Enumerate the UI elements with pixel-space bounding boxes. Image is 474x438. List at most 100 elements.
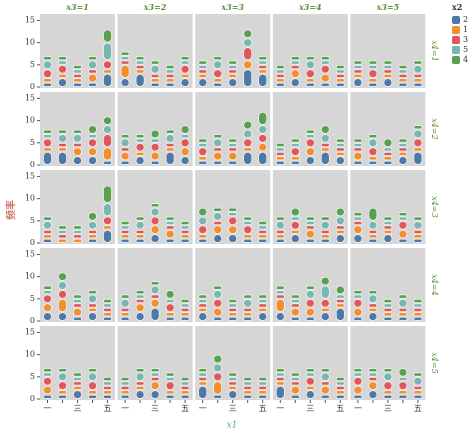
bar-segment: [43, 234, 52, 239]
bar-segment: [43, 147, 52, 152]
bar-segment: [398, 238, 408, 243]
bar-segment: [335, 225, 345, 230]
bar-segment: [335, 73, 345, 78]
bar-segment: [150, 377, 160, 381]
bar-segment: [243, 238, 252, 243]
bar-segment: [213, 138, 222, 147]
bar-segment: [150, 65, 160, 74]
bar-segment: [228, 307, 237, 312]
bar-segment: [368, 147, 378, 156]
bar-segment: [58, 272, 67, 281]
bar-segment: [180, 307, 190, 312]
bar-segment: [135, 381, 145, 386]
bar-segment: [58, 78, 67, 87]
bar-segment: [135, 56, 145, 61]
column-label: x3=4: [298, 2, 322, 12]
bar-segment: [150, 225, 160, 234]
bar-segment: [275, 73, 285, 78]
bar-segment: [88, 368, 97, 373]
bar-segment: [413, 299, 423, 303]
bar-segment: [305, 60, 315, 69]
bar-segment: [103, 385, 112, 390]
bar-segment: [243, 377, 252, 381]
bar-segment: [150, 234, 160, 243]
bar-segment: [88, 372, 97, 381]
bar-segment: [120, 316, 130, 321]
bar-segment: [180, 125, 190, 134]
bar-segment: [103, 229, 112, 243]
bar-segment: [58, 129, 67, 134]
bar-segment: [335, 147, 345, 152]
bar-segment: [383, 73, 393, 78]
bar-segment: [150, 78, 160, 83]
legend-swatch: [452, 36, 460, 44]
bar-segment: [353, 69, 363, 74]
bar-segment: [73, 390, 82, 399]
bar-segment: [213, 69, 222, 78]
bar-segment: [43, 134, 52, 139]
bar-segment: [243, 60, 252, 69]
y-tick-label: 10: [25, 350, 35, 359]
bar-segment: [275, 82, 285, 87]
bar-segment: [398, 294, 408, 299]
bar-segment: [135, 229, 145, 234]
bar-segment: [398, 368, 408, 377]
bar-segment: [43, 82, 52, 87]
bar-segment: [258, 234, 268, 239]
bar-segment: [353, 160, 363, 165]
bar-segment: [258, 125, 268, 134]
bar-segment: [320, 312, 330, 321]
x-tick-label: 五: [259, 404, 267, 413]
bar-segment: [305, 138, 315, 147]
bar-segment: [335, 207, 345, 217]
bar-segment: [103, 225, 112, 230]
bar-segment: [198, 160, 207, 165]
bar-segment: [120, 307, 130, 312]
bar-segment: [305, 129, 315, 134]
bar-segment: [368, 221, 378, 230]
bar-segment: [368, 372, 378, 377]
y-tick-label: 15: [25, 171, 35, 180]
bar-segment: [180, 234, 190, 239]
bar-segment: [368, 138, 378, 147]
bar-segment: [383, 303, 393, 308]
bar-segment: [198, 368, 207, 373]
bar-segment: [120, 134, 130, 139]
x-tick-label: 五: [336, 404, 344, 413]
bar-segment: [213, 394, 222, 399]
bar-segment: [383, 60, 393, 65]
bar-segment: [103, 312, 112, 317]
bar-segment: [258, 143, 268, 152]
bar-segment: [353, 394, 363, 399]
bar-segment: [335, 138, 345, 143]
y-tick-label: 0: [30, 160, 35, 169]
bar-segment: [58, 229, 67, 234]
bar-segment: [120, 151, 130, 161]
bar-segment: [43, 303, 52, 312]
bar-segment: [275, 151, 285, 156]
bar-segment: [73, 134, 82, 143]
bar-segment: [198, 69, 207, 74]
bar-segment: [135, 372, 145, 381]
bar-segment: [88, 381, 97, 390]
bar-segment: [383, 394, 393, 399]
bar-segment: [120, 229, 130, 234]
bar-segment: [228, 381, 237, 386]
bar-segment: [320, 229, 330, 234]
bar-segment: [383, 229, 393, 234]
bar-segment: [198, 299, 207, 303]
bar-segment: [198, 377, 207, 381]
bar-segment: [58, 234, 67, 239]
bar-segment: [135, 134, 145, 139]
bar-segment: [258, 60, 268, 65]
bar-segment: [258, 385, 268, 390]
bar-segment: [120, 312, 130, 317]
bar-segment: [198, 60, 207, 65]
bar-segment: [305, 290, 315, 299]
bar-segment: [353, 65, 363, 69]
bar-segment: [335, 303, 345, 308]
bar-segment: [413, 303, 423, 308]
bar-segment: [258, 221, 268, 225]
bar-segment: [180, 394, 190, 399]
bar-segment: [383, 316, 393, 321]
